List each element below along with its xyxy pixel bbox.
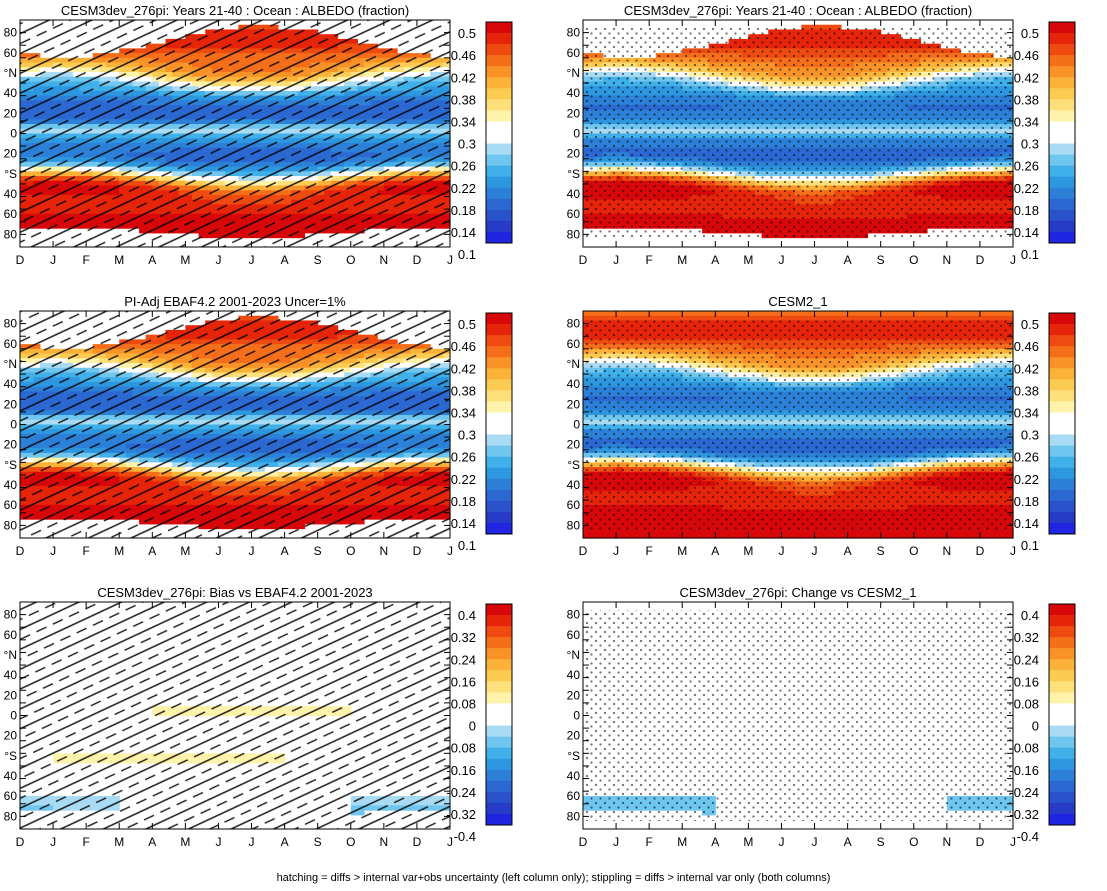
colorbar-swatch [486, 88, 512, 100]
x-tick-label: J [447, 253, 453, 267]
y-tick-label: 0 [10, 127, 17, 141]
panel-title: CESM3dev_276pi: Years 21-40 : Ocean : AL… [61, 3, 409, 18]
chart-panel-2: CESM3dev_276pi: Years 21-40 : Ocean : AL… [567, 3, 1076, 267]
colorbar-swatch [486, 66, 512, 78]
colorbar-swatch [486, 99, 512, 111]
colorbar-label: 0.22 [451, 181, 476, 196]
colorbar-swatch [486, 165, 512, 178]
x-tick-label: S [314, 253, 322, 267]
colorbar-swatch [486, 154, 512, 167]
y-tick-label: 40 [4, 187, 18, 201]
hatching-overlay [20, 20, 450, 247]
colorbar-label: 0.5 [458, 26, 476, 41]
colorbar-swatch [486, 121, 512, 133]
colorbar-label: 0.46 [451, 48, 476, 63]
heatmap-cell [821, 24, 829, 31]
x-tick-label: F [82, 253, 89, 267]
heatmap-cell [814, 24, 822, 31]
heatmap-cell [834, 24, 842, 31]
colorbar-swatch [486, 22, 512, 34]
y-tick-label: 40 [4, 86, 18, 100]
colorbar-swatch [486, 110, 512, 122]
colorbar-swatch [486, 187, 512, 200]
y-tick-label: 80 [4, 227, 18, 241]
colorbar-swatch [486, 132, 512, 144]
x-tick-label: M [114, 253, 124, 267]
colorbar-frame [485, 21, 513, 244]
y-tick-label: 60 [4, 46, 18, 60]
colorbar-label: 0.14 [451, 225, 476, 240]
colorbar-swatch [486, 198, 512, 211]
x-tick-label: D [16, 253, 25, 267]
x-tick-label: A [148, 253, 156, 267]
x-tick-label: J [249, 253, 255, 267]
colorbar-swatch [486, 33, 512, 45]
colorbar-label: 0.34 [451, 114, 476, 129]
colorbar-label: 0.26 [451, 159, 476, 174]
colorbar-label: 0.42 [451, 70, 476, 85]
colorbar-label: 0.3 [458, 137, 476, 152]
x-tick-label: J [215, 253, 221, 267]
x-tick-label: M [180, 253, 190, 267]
y-tick-label: 20 [4, 106, 18, 120]
y-tick-label: °S [4, 167, 17, 181]
x-tick-label: N [380, 253, 389, 267]
colorbar-swatch [486, 55, 512, 67]
chart-panel-1: CESM3dev_276pi: Years 21-40 : Ocean : AL… [4, 3, 513, 267]
colorbar-swatch [486, 44, 512, 56]
colorbar-swatch [486, 220, 512, 233]
colorbar-label: 0.1 [458, 247, 476, 262]
colorbar-swatch [486, 231, 512, 244]
heatmap-cell [827, 24, 835, 31]
colorbar-label: 0.38 [451, 92, 476, 107]
heatmap-cell [801, 24, 809, 31]
colorbar-swatch [486, 143, 512, 155]
colorbar: 0.5 0.46 0.42 0.38 0.34 0.3 0.26 0.22 0.18 0.14 0.… [451, 21, 513, 262]
heatmap-cell [807, 24, 816, 31]
x-tick-label: O [346, 253, 355, 267]
y-tick-label: 60 [4, 207, 18, 221]
colorbar-swatch [486, 176, 512, 189]
colorbar-label: 0.18 [451, 203, 476, 218]
y-tick-label: 80 [4, 26, 18, 40]
x-tick-label: A [281, 253, 289, 267]
y-tick-label: 20 [4, 147, 18, 161]
y-tick-label: °N [4, 66, 17, 80]
colorbar-swatch [486, 209, 512, 222]
x-tick-label: J [50, 253, 56, 267]
panel-title: CESM3dev_276pi: Years 21-40 : Ocean : AL… [624, 3, 972, 18]
x-tick-label: D [413, 253, 422, 267]
colorbar-swatch [486, 77, 512, 89]
